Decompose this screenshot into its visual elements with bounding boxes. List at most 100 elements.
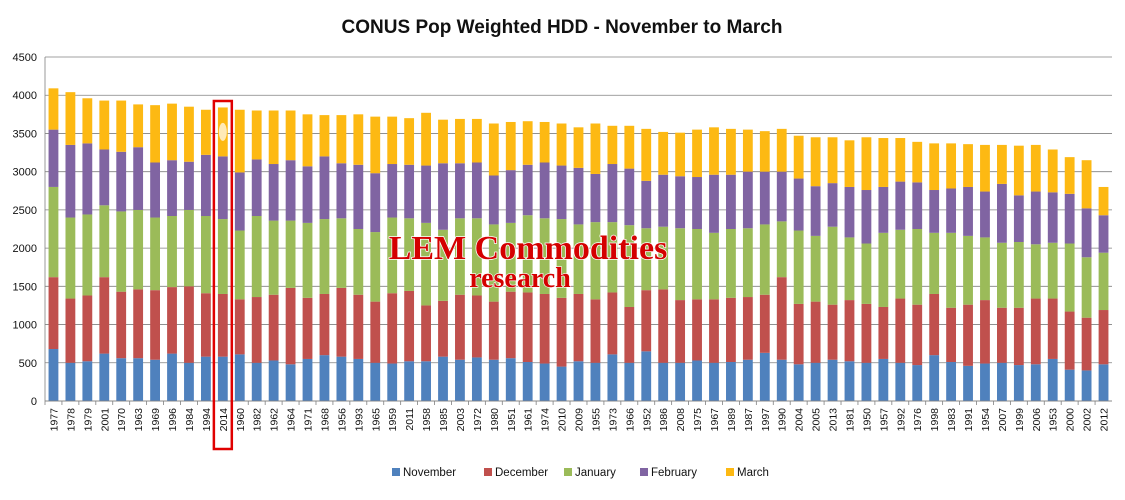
legend-swatch — [726, 468, 734, 476]
bar-february — [573, 167, 584, 225]
bar-march — [133, 104, 144, 148]
x-tick-label: 2014 — [218, 408, 230, 432]
x-tick-label: 1952 — [641, 408, 653, 432]
bar-december — [997, 307, 1007, 363]
bar-march — [116, 100, 127, 152]
bar-stack — [234, 109, 245, 401]
bar-december — [675, 300, 686, 363]
x-tick-label: 1991 — [963, 408, 975, 432]
bar-january — [65, 217, 76, 299]
x-tick-label: 1967 — [709, 408, 721, 432]
bar-march — [963, 144, 973, 187]
bar-february — [980, 191, 990, 238]
bar-february — [759, 171, 770, 225]
bar-february — [539, 162, 550, 219]
bar-february — [929, 190, 940, 233]
bar-november — [844, 361, 855, 401]
bar-december — [438, 300, 448, 357]
bar-stack — [184, 106, 194, 401]
bar-stack — [200, 109, 211, 401]
bar-february — [776, 171, 787, 222]
bar-january — [82, 214, 93, 296]
bar-november — [556, 366, 567, 401]
bar-january — [963, 235, 973, 305]
bar-december — [133, 289, 144, 359]
x-tick-label: 2011 — [404, 408, 416, 431]
x-tick-label: 1965 — [370, 408, 382, 432]
x-tick-label: 1980 — [489, 408, 501, 432]
y-tick-label: 3500 — [13, 128, 37, 140]
bar-january — [556, 219, 567, 298]
bar-november — [99, 353, 110, 401]
bar-december — [167, 287, 177, 354]
legend-item-march: March — [726, 467, 769, 479]
bar-december — [641, 290, 652, 352]
bar-stack — [793, 135, 804, 401]
bar-stack — [997, 144, 1007, 401]
bar-march — [488, 123, 499, 176]
x-tick-label: 1963 — [133, 408, 145, 432]
bar-november — [861, 362, 872, 401]
x-tick-label: 2001 — [99, 408, 111, 432]
bar-stack — [48, 88, 59, 401]
bar-december — [184, 286, 194, 363]
bar-march — [895, 138, 906, 182]
bar-november — [404, 361, 415, 401]
bar-february — [200, 154, 211, 217]
x-tick-label: 1956 — [336, 408, 348, 432]
bar-stack — [912, 141, 923, 401]
bar-january — [200, 216, 211, 294]
bar-december — [1047, 298, 1058, 359]
bar-stack — [692, 129, 702, 401]
bar-march — [319, 115, 330, 157]
bar-january — [150, 217, 160, 291]
bar-february — [387, 164, 398, 218]
bar-stack — [709, 127, 719, 401]
legend-label: December — [495, 467, 548, 479]
bar-december — [861, 303, 872, 363]
bar-february — [624, 168, 635, 226]
legend-label: January — [575, 467, 616, 479]
bar-february — [726, 174, 736, 229]
y-tick-label: 2500 — [13, 205, 37, 217]
highlight-box — [212, 99, 234, 451]
bar-december — [285, 287, 296, 365]
bar-january — [658, 226, 669, 290]
chart-title: CONUS Pop Weighted HDD - November to Mar… — [342, 17, 783, 38]
bar-march — [810, 137, 821, 187]
bar-january — [590, 222, 601, 300]
bar-december — [607, 292, 618, 355]
legend-label: February — [651, 467, 697, 479]
bar-january — [912, 229, 923, 305]
bar-november — [624, 362, 635, 401]
bar-stack — [827, 137, 838, 401]
bar-stack — [488, 123, 499, 401]
x-tick-label: 2008 — [675, 408, 687, 432]
bar-december — [116, 291, 127, 359]
bar-december — [776, 277, 787, 360]
bar-february — [370, 173, 381, 233]
bar-november — [912, 365, 923, 401]
bar-january — [370, 232, 381, 302]
x-tick-label: 1990 — [777, 408, 789, 432]
bar-stack — [522, 121, 533, 401]
bar-november — [793, 364, 804, 401]
bar-january — [539, 218, 550, 294]
x-tick-label: 1993 — [353, 408, 365, 432]
bar-november — [319, 355, 330, 401]
y-tick-label: 1500 — [13, 281, 37, 293]
legend-item-february: February — [640, 467, 697, 479]
x-tick-label: 1951 — [506, 408, 518, 432]
bar-march — [641, 128, 652, 181]
bar-january — [1081, 257, 1092, 318]
x-tick-label: 1950 — [861, 408, 873, 432]
bar-january — [184, 209, 194, 287]
x-tick-label: 1959 — [387, 408, 399, 432]
bar-january — [878, 232, 889, 307]
bar-stack — [980, 144, 990, 401]
bar-december — [929, 293, 940, 356]
bar-january — [302, 222, 313, 298]
bar-december — [1013, 307, 1024, 366]
bar-january — [116, 211, 127, 292]
bar-december — [336, 287, 347, 357]
